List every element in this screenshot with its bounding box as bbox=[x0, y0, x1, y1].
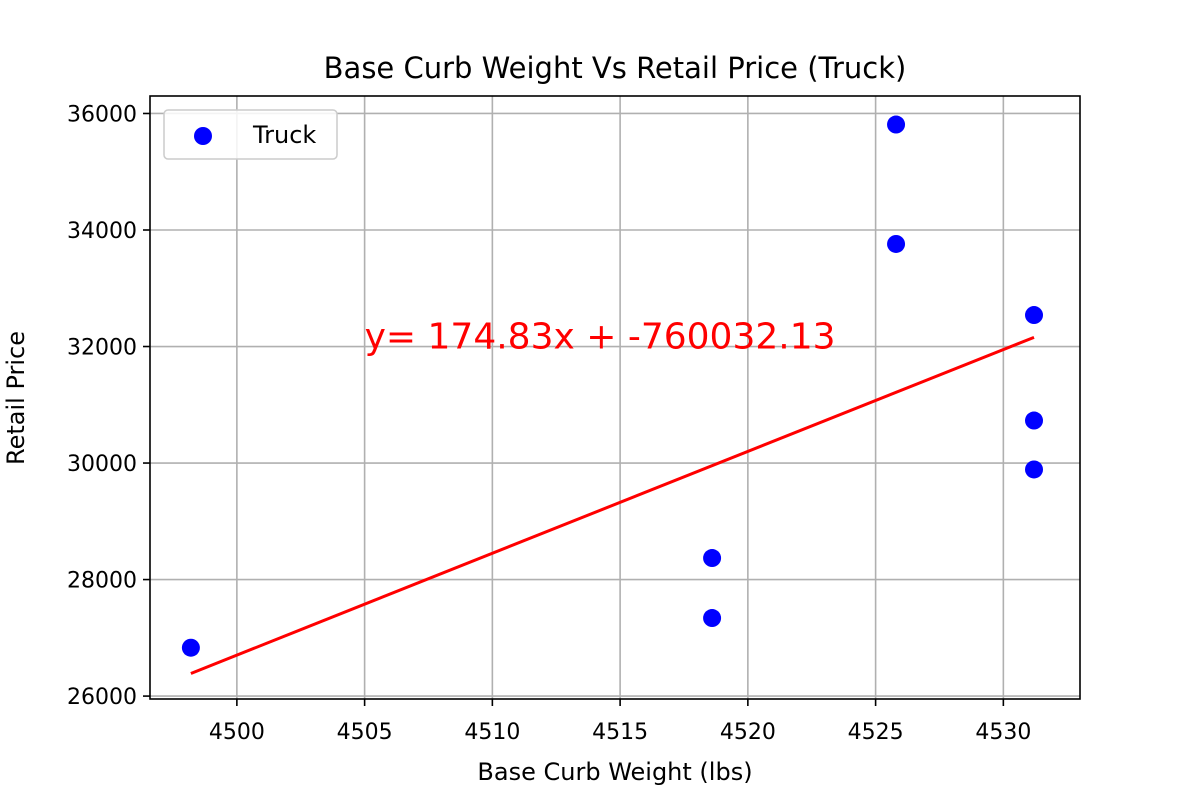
y-tick-label: 28000 bbox=[67, 569, 137, 594]
y-tick-label: 32000 bbox=[67, 336, 137, 361]
data-point bbox=[887, 234, 906, 253]
y-tick-label: 26000 bbox=[67, 685, 137, 710]
x-tick-label: 4525 bbox=[848, 720, 904, 745]
y-axis-title: Retail Price bbox=[2, 331, 30, 465]
legend-box bbox=[163, 109, 338, 160]
data-point bbox=[1025, 306, 1044, 325]
x-axis-title: Base Curb Weight (lbs) bbox=[477, 758, 752, 786]
data-point bbox=[181, 638, 200, 657]
chart-marks bbox=[181, 115, 1044, 675]
data-point bbox=[887, 115, 906, 134]
regression-equation: y= 174.83x + -760032.13 bbox=[365, 317, 836, 358]
data-point bbox=[1025, 460, 1044, 479]
x-tick-label: 4505 bbox=[337, 720, 393, 745]
axis-ticks: 4500 4505 4510 4515 4520 4525 4530 26000 28000 30… bbox=[67, 102, 1031, 745]
x-tick-label: 4515 bbox=[592, 720, 648, 745]
x-tick-label: 4520 bbox=[720, 720, 776, 745]
legend-marker-truck bbox=[194, 127, 212, 145]
y-tick-label: 34000 bbox=[67, 219, 137, 244]
grid-lines bbox=[150, 96, 1080, 699]
regression-line bbox=[190, 335, 1035, 675]
x-tick-label: 4530 bbox=[975, 720, 1031, 745]
y-tick-label: 36000 bbox=[67, 102, 137, 127]
x-tick-label: 4500 bbox=[209, 720, 265, 745]
x-tick-label: 4510 bbox=[464, 720, 520, 745]
data-point bbox=[703, 609, 722, 628]
legend: Truck bbox=[163, 109, 338, 160]
data-point bbox=[1025, 411, 1044, 430]
legend-label-truck: Truck bbox=[252, 121, 316, 149]
y-tick-label: 30000 bbox=[67, 452, 137, 477]
data-point bbox=[703, 549, 722, 568]
plot-frame bbox=[149, 95, 1081, 700]
chart-title: Base Curb Weight Vs Retail Price (Truck) bbox=[324, 51, 907, 85]
